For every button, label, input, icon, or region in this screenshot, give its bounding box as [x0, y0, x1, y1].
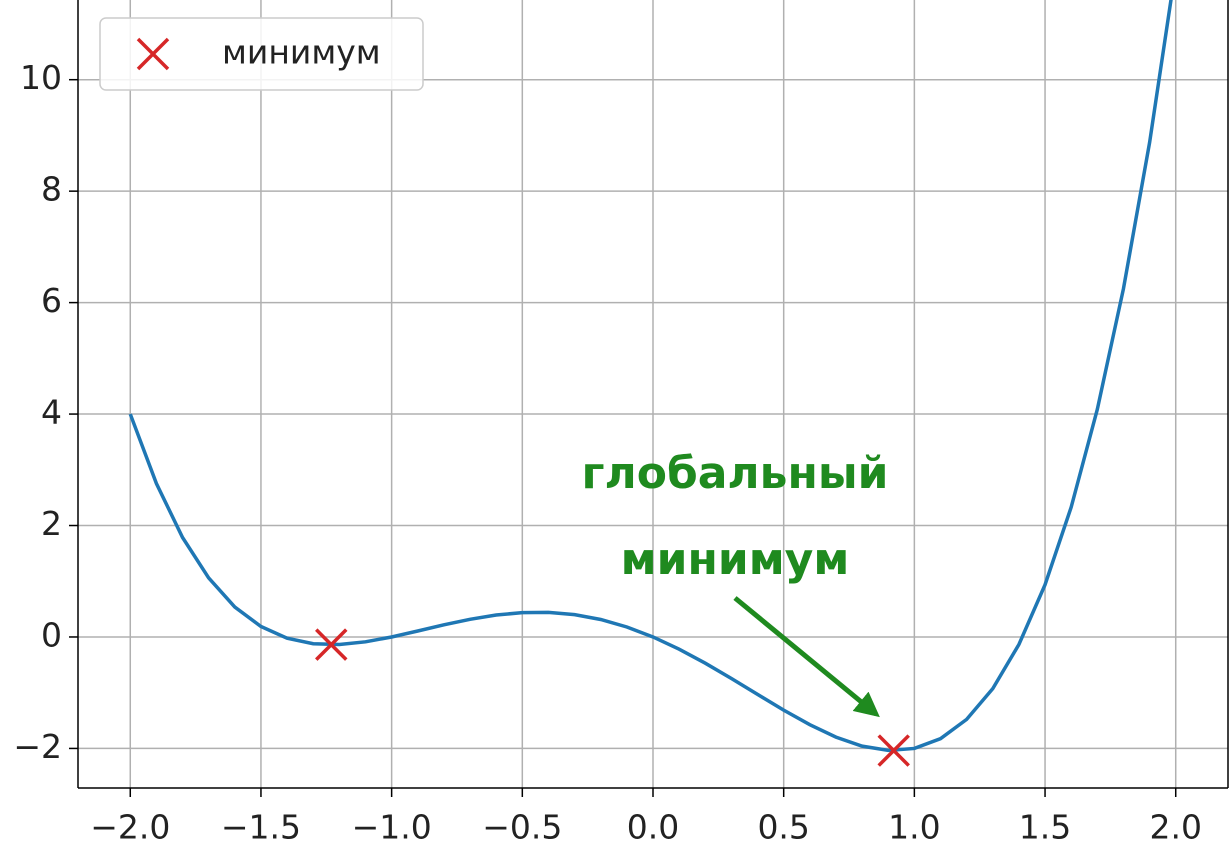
x-tick-label: 1.5: [1019, 808, 1071, 847]
x-tick-label: −1.0: [352, 808, 432, 847]
y-tick-label: 8: [41, 170, 62, 209]
legend-marker: [136, 37, 170, 71]
legend-box: [99, 17, 424, 91]
y-tick-label: 4: [41, 393, 62, 432]
minimum-marker: [877, 734, 910, 767]
x-tick-label: 0.0: [627, 808, 679, 847]
y-tick-label: 10: [20, 58, 62, 97]
minimum-marker: [315, 628, 348, 661]
annotation-text: минимум: [621, 534, 850, 585]
annotation-text: глобальный: [582, 448, 889, 499]
y-tick-label: 0: [41, 615, 62, 654]
y-tick-label: −2: [13, 727, 62, 766]
x-tick-label: −2.0: [90, 808, 170, 847]
y-tick-label: 2: [41, 504, 62, 543]
annotation-arrow: [733, 596, 880, 718]
y-tick-label: 6: [41, 281, 62, 320]
legend-label: минимум: [222, 33, 381, 72]
x-tick-label: −0.5: [482, 808, 562, 847]
line-series: [128, 0, 1173, 753]
x-tick-label: 1.0: [888, 808, 940, 847]
x-tick-label: 0.5: [757, 808, 809, 847]
x-tick-label: 2.0: [1149, 808, 1201, 847]
x-tick-label: −1.5: [221, 808, 301, 847]
